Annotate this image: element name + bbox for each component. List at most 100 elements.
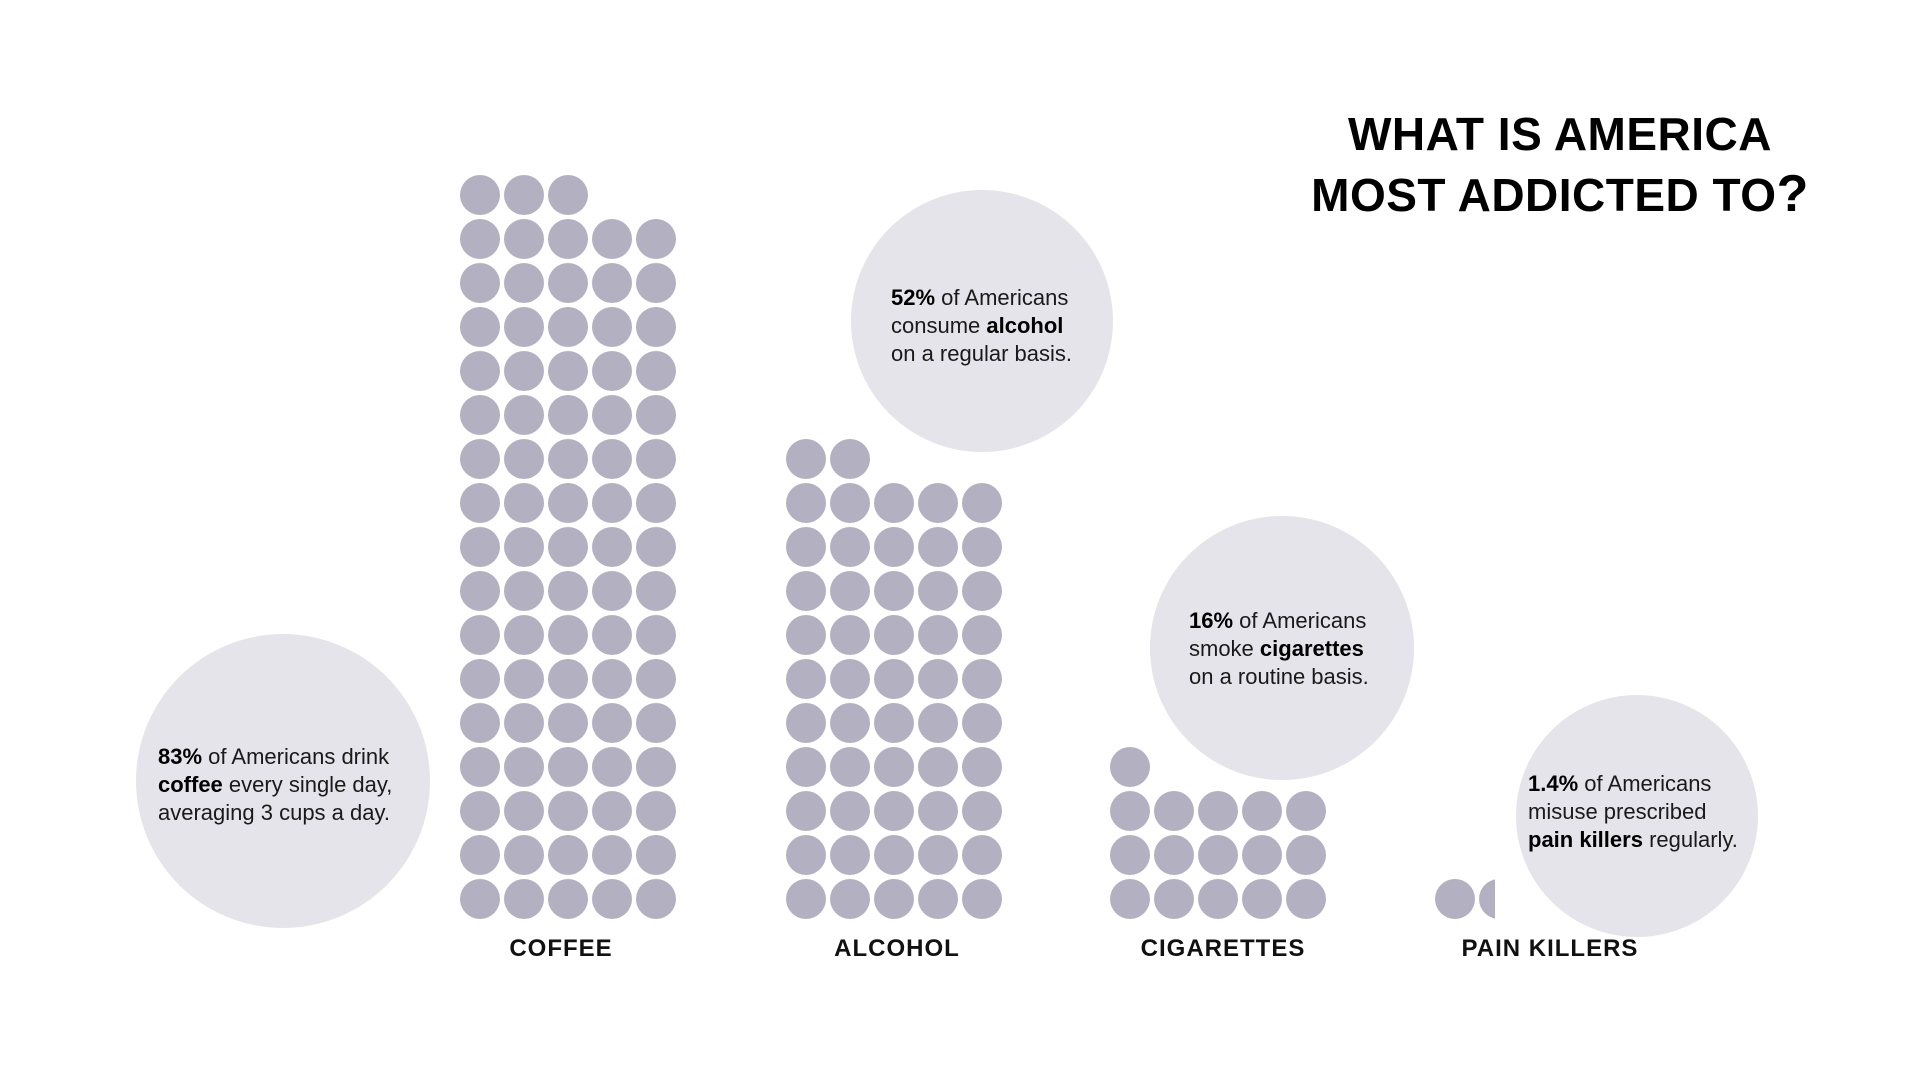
coffee-dot [592, 395, 632, 435]
alcohol-dot [786, 835, 826, 875]
chart-title: WHAT IS AMERICA MOST ADDICTED TO? [1280, 104, 1840, 225]
coffee-dot [460, 747, 500, 787]
alcohol-dot [874, 615, 914, 655]
cigarettes-dot [1110, 879, 1150, 919]
coffee-dot [592, 835, 632, 875]
coffee-line3: averaging 3 cups a day. [158, 800, 390, 825]
coffee-dot [636, 351, 676, 391]
coffee-dot [460, 263, 500, 303]
coffee-dot [504, 703, 544, 743]
alcohol-dot [962, 659, 1002, 699]
alcohol-dot [830, 747, 870, 787]
alcohol-dot [786, 615, 826, 655]
alcohol-dot [786, 659, 826, 699]
coffee-dot [504, 439, 544, 479]
coffee-dot [460, 835, 500, 875]
coffee-dot [636, 483, 676, 523]
coffee-dot [548, 791, 588, 831]
coffee-dot [592, 219, 632, 259]
coffee-dot [548, 483, 588, 523]
pain-killers-dot [1435, 879, 1475, 919]
coffee-dot [592, 351, 632, 391]
cigarettes-dot [1286, 835, 1326, 875]
painkillers-pct: 1.4% [1528, 771, 1579, 796]
coffee-dot-column [460, 175, 676, 919]
cigarettes-line2-pre: smoke [1189, 636, 1260, 661]
alcohol-dot [786, 483, 826, 523]
coffee-dot [548, 527, 588, 567]
alcohol-dot [830, 835, 870, 875]
coffee-post: every single day, [222, 772, 393, 797]
alcohol-dot [918, 527, 958, 567]
alcohol-dot [830, 791, 870, 831]
alcohol-dot [874, 879, 914, 919]
coffee-dot [460, 219, 500, 259]
cigarettes-dot [1198, 791, 1238, 831]
alcohol-dot [918, 483, 958, 523]
coffee-dot [592, 439, 632, 479]
alcohol-annotation-text: 52% of Americans consume alcohol on a re… [891, 284, 1111, 368]
alcohol-pre: of Americans [935, 285, 1069, 310]
alcohol-dot [918, 835, 958, 875]
alcohol-dot [918, 615, 958, 655]
cigarettes-line3: on a routine basis. [1189, 664, 1369, 689]
alcohol-dot [830, 879, 870, 919]
alcohol-pct: 52% [891, 285, 936, 310]
alcohol-dot [830, 571, 870, 611]
coffee-dot [460, 527, 500, 567]
cigarettes-dot [1154, 835, 1194, 875]
coffee-dot [460, 879, 500, 919]
coffee-dot [592, 307, 632, 347]
coffee-pct: 83% [158, 744, 203, 769]
alcohol-dot [918, 703, 958, 743]
cigarettes-dot [1286, 791, 1326, 831]
coffee-dot [548, 835, 588, 875]
coffee-dot [548, 263, 588, 303]
coffee-dot [548, 439, 588, 479]
alcohol-dot [962, 703, 1002, 743]
coffee-dot [636, 879, 676, 919]
alcohol-dot [874, 703, 914, 743]
alcohol-dot [786, 791, 826, 831]
coffee-dot [504, 879, 544, 919]
coffee-dot [636, 659, 676, 699]
coffee-dot [504, 351, 544, 391]
alcohol-dot [874, 835, 914, 875]
coffee-dot [548, 659, 588, 699]
alcohol-line3: on a regular basis. [891, 341, 1072, 366]
coffee-dot [548, 351, 588, 391]
coffee-dot [460, 439, 500, 479]
cigarettes-pre: of Americans [1233, 608, 1367, 633]
coffee-dot [636, 219, 676, 259]
painkillers-annotation-text: 1.4% of Americans misuse prescribed pain… [1528, 770, 1753, 854]
coffee-dot [548, 175, 588, 215]
coffee-dot [548, 571, 588, 611]
alcohol-dot [962, 747, 1002, 787]
alcohol-dot [830, 439, 870, 479]
alcohol-dot [918, 791, 958, 831]
coffee-dot [636, 439, 676, 479]
painkillers-post: regularly. [1642, 827, 1738, 852]
coffee-dot [592, 263, 632, 303]
coffee-dot [504, 175, 544, 215]
cigarettes-dot [1110, 835, 1150, 875]
coffee-dot [636, 395, 676, 435]
alcohol-dot [830, 483, 870, 523]
coffee-dot [504, 483, 544, 523]
coffee-dot [636, 527, 676, 567]
coffee-dot [636, 747, 676, 787]
alcohol-dot [874, 527, 914, 567]
coffee-dot [504, 835, 544, 875]
alcohol-dot [874, 483, 914, 523]
title-line-1: WHAT IS AMERICA [1347, 108, 1772, 160]
coffee-dot [592, 571, 632, 611]
coffee-dot [460, 483, 500, 523]
coffee-dot [460, 175, 500, 215]
coffee-dot [592, 615, 632, 655]
cigarettes-keyword: cigarettes [1259, 636, 1364, 661]
alcohol-dot [786, 879, 826, 919]
coffee-dot [592, 747, 632, 787]
alcohol-dot [874, 747, 914, 787]
cigarettes-dot [1198, 879, 1238, 919]
painkillers-line2: misuse prescribed [1528, 799, 1707, 824]
